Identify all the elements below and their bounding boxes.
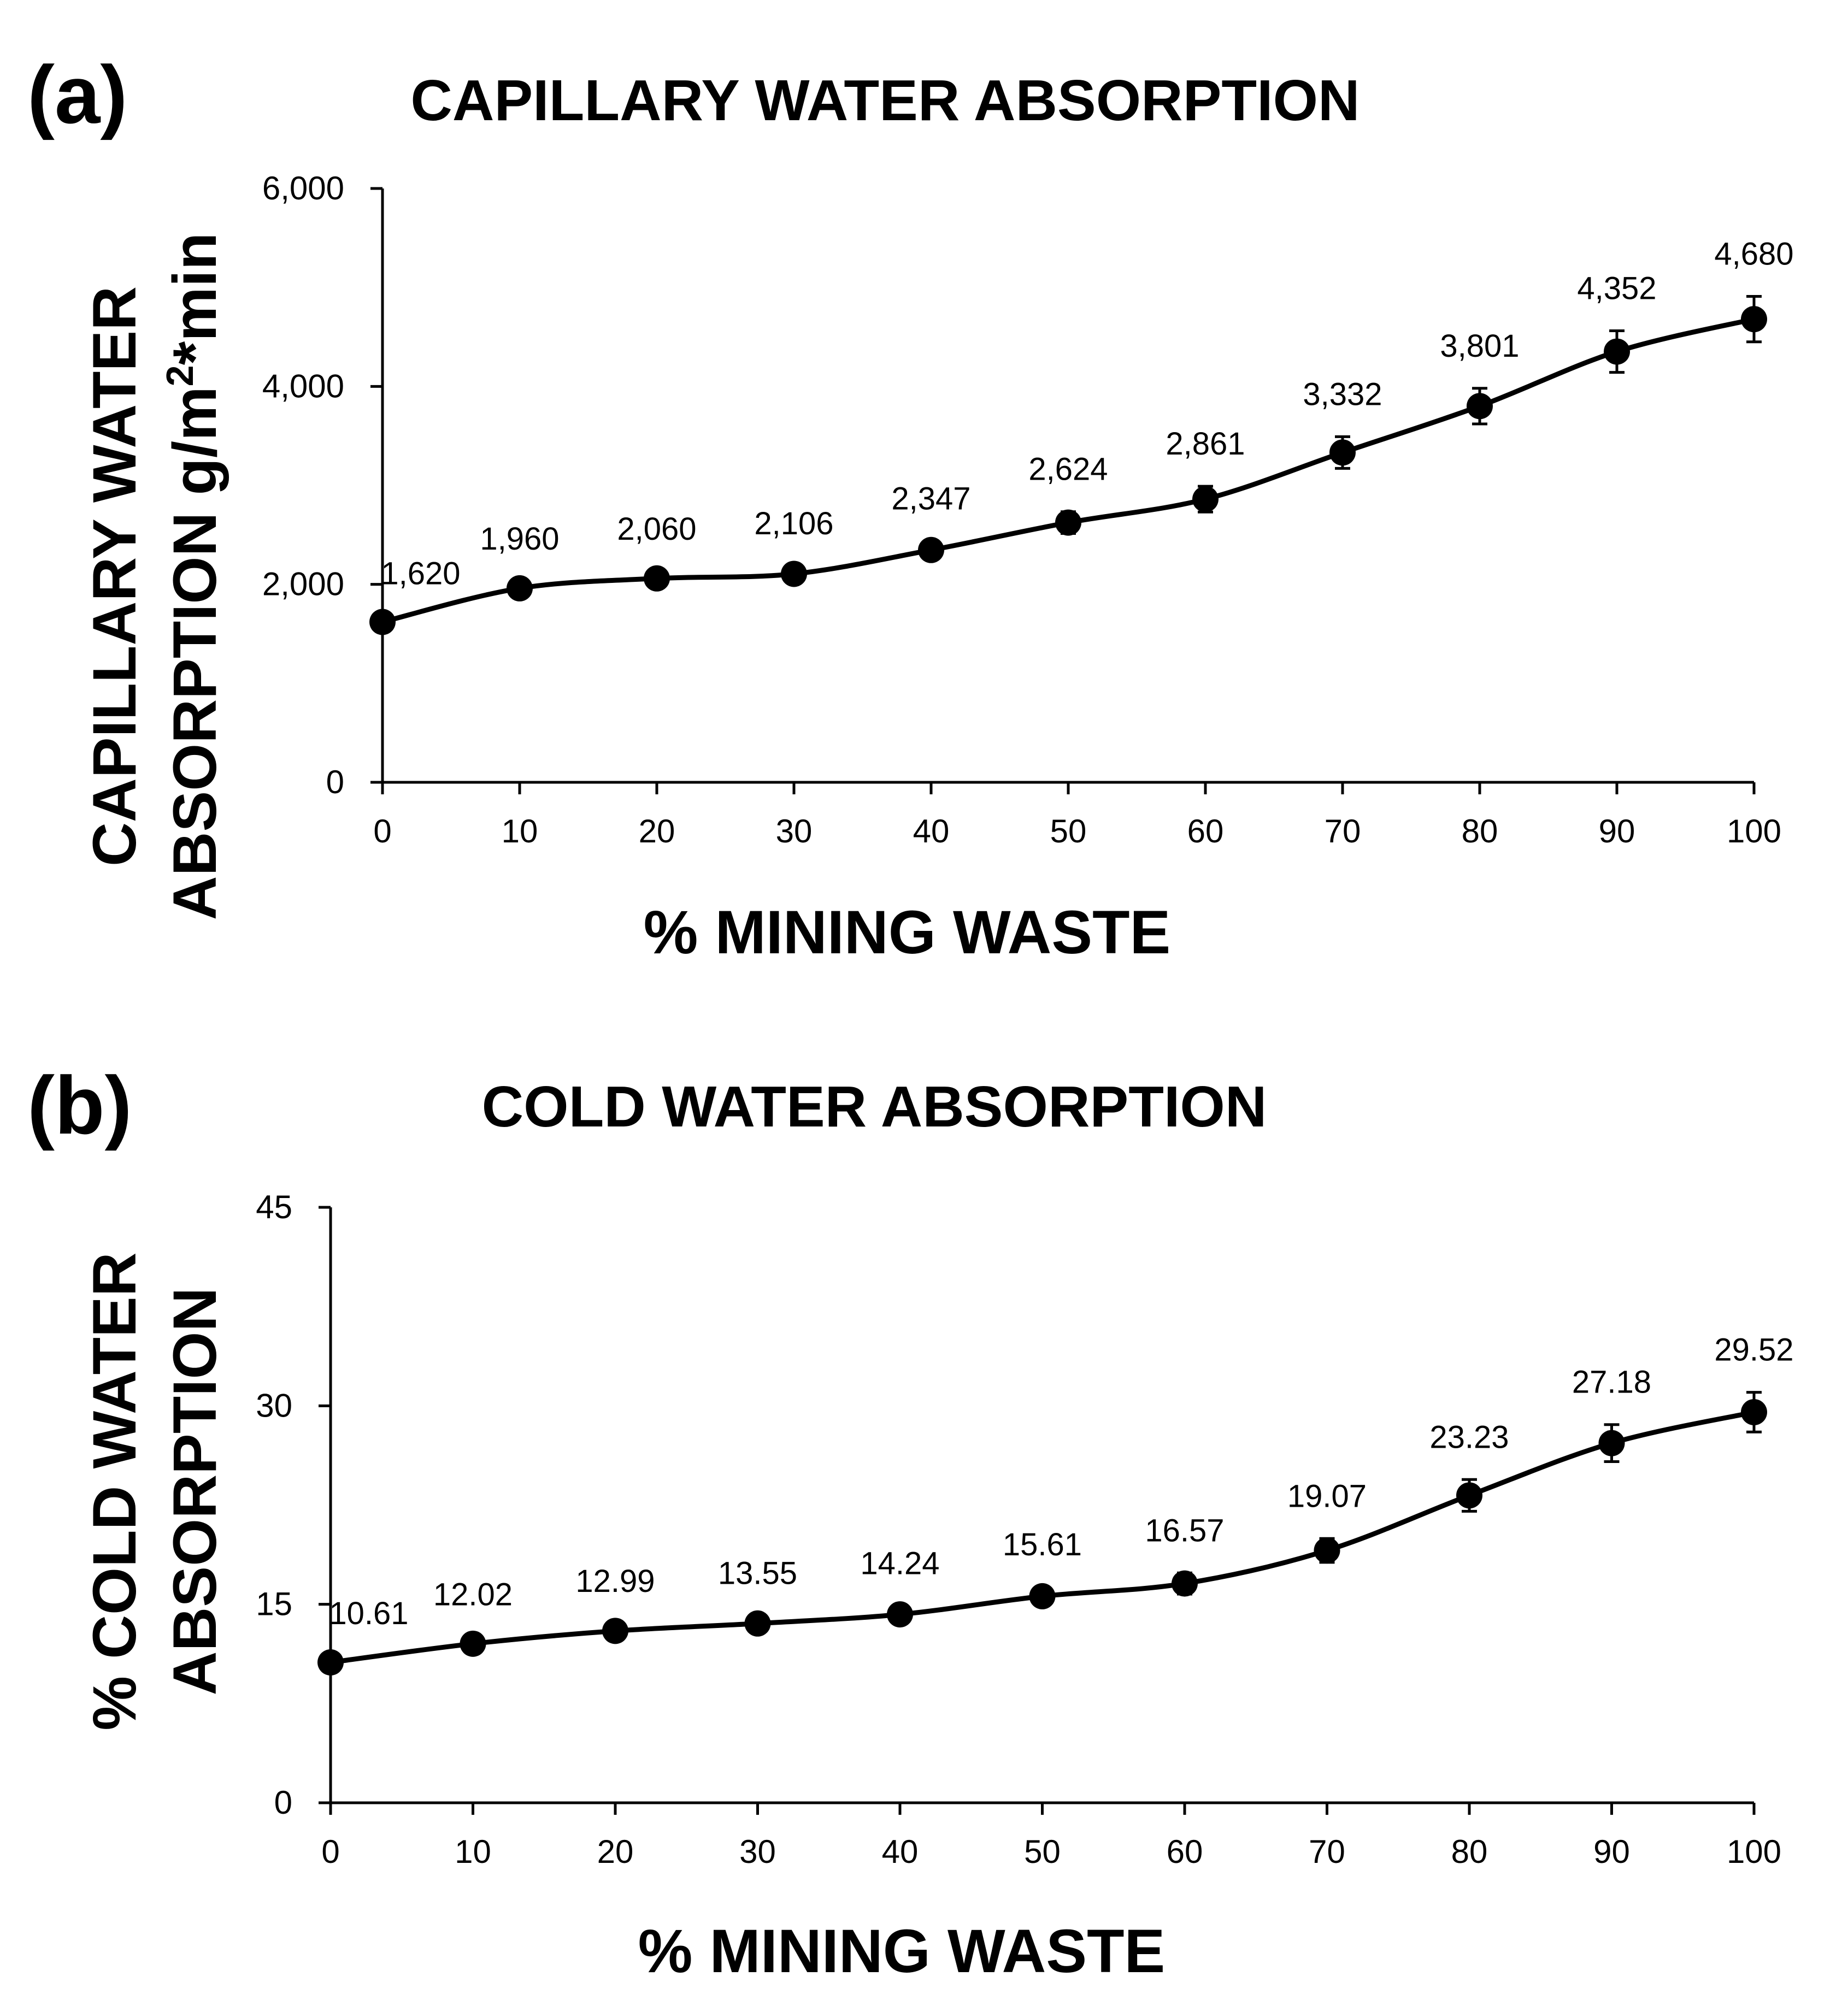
ticks-group-a: 0 2,000 4,000 6,000 0 10 20 30 40 50 60 70 80 90 100 xyxy=(262,170,1781,849)
x-tick-label-a-7: 70 xyxy=(1325,813,1361,849)
data-label-b-10: 29.52 xyxy=(1714,1332,1793,1368)
x-tick-label-b-6: 60 xyxy=(1167,1833,1203,1870)
x-tick-label-a-2: 20 xyxy=(639,813,675,849)
y-tick-label-b-2: 30 xyxy=(256,1387,292,1424)
data-point-b-0 xyxy=(317,1649,344,1676)
x-tick-label-b-3: 30 xyxy=(739,1833,776,1870)
x-tick-label-b-5: 50 xyxy=(1024,1833,1061,1870)
x-axis-title-b: % MINING WASTE xyxy=(638,1917,1165,1985)
data-label-b-4: 14.24 xyxy=(860,1545,939,1581)
data-label-a-9: 4,352 xyxy=(1577,271,1656,306)
y-tick-label-a-3: 6,000 xyxy=(262,170,344,207)
data-point-b-1 xyxy=(460,1630,486,1657)
data-point-b-8 xyxy=(1456,1482,1482,1509)
y-tick-label-a-1: 2,000 xyxy=(262,566,344,603)
y-tick-label-a-2: 4,000 xyxy=(262,368,344,404)
data-label-a-8: 3,801 xyxy=(1440,328,1519,364)
y-axis-title-tail-a: *min xyxy=(161,233,229,365)
y-axis-title-line2-b: ABSORPTION xyxy=(161,1288,229,1696)
x-tick-label-a-5: 50 xyxy=(1050,813,1087,849)
data-label-a-4: 2,347 xyxy=(891,481,970,516)
data-label-a-5: 2,624 xyxy=(1028,452,1108,487)
data-point-b-4 xyxy=(887,1601,913,1628)
x-tick-label-b-1: 10 xyxy=(455,1833,491,1870)
chart-title-a: CAPILLARY WATER ABSORPTION xyxy=(410,68,1359,133)
panel-label-a: (a) xyxy=(27,49,127,140)
data-point-b-9 xyxy=(1598,1430,1625,1456)
data-point-b-10 xyxy=(1741,1399,1767,1425)
y-axis-title-line2-a: ABSORPTION g/m2*min xyxy=(158,233,229,921)
data-label-b-2: 12.99 xyxy=(575,1564,655,1599)
data-point-b-5 xyxy=(1029,1583,1056,1609)
data-point-a-10 xyxy=(1741,306,1767,333)
data-label-a-10: 4,680 xyxy=(1714,236,1793,272)
data-point-a-8 xyxy=(1467,393,1493,420)
series-group-a: 1,620 1,960 2,060 2,106 2,347 2,624 2,861 3,332… xyxy=(369,236,1794,635)
data-label-a-3: 2,106 xyxy=(754,506,833,541)
x-tick-label-a-8: 80 xyxy=(1462,813,1498,849)
x-tick-label-a-3: 30 xyxy=(776,813,813,849)
x-tick-label-a-6: 60 xyxy=(1187,813,1224,849)
y-tick-label-a-0: 0 xyxy=(326,764,344,800)
y-axis-title-line1-a: CAPILLARY WATER xyxy=(80,286,149,866)
data-label-a-7: 3,332 xyxy=(1303,376,1382,412)
x-axis-title-a: % MINING WASTE xyxy=(644,898,1170,966)
data-point-a-0 xyxy=(369,609,396,635)
chart-title-b: COLD WATER ABSORPTION xyxy=(482,1075,1267,1139)
data-point-a-7 xyxy=(1329,439,1356,466)
data-label-b-8: 23.23 xyxy=(1429,1419,1509,1455)
data-point-b-3 xyxy=(744,1610,771,1637)
data-point-b-7 xyxy=(1314,1537,1340,1564)
data-point-b-2 xyxy=(602,1618,628,1644)
data-label-a-6: 2,861 xyxy=(1166,426,1245,462)
data-label-b-9: 27.18 xyxy=(1572,1365,1651,1400)
data-point-a-6 xyxy=(1192,486,1219,512)
y-axis-title-main-a: ABSORPTION g/m xyxy=(161,386,229,920)
x-tick-label-b-10: 100 xyxy=(1727,1833,1781,1870)
x-tick-label-b-2: 20 xyxy=(597,1833,634,1870)
x-tick-label-a-1: 10 xyxy=(502,813,538,849)
y-tick-label-b-3: 45 xyxy=(256,1189,292,1225)
data-label-b-5: 15.61 xyxy=(1003,1527,1082,1562)
x-tick-label-a-10: 100 xyxy=(1727,813,1781,849)
x-tick-label-b-9: 90 xyxy=(1593,1833,1630,1870)
data-point-a-2 xyxy=(644,565,670,592)
data-label-a-1: 1,960 xyxy=(480,521,559,557)
data-point-a-9 xyxy=(1604,338,1630,365)
x-tick-label-a-9: 90 xyxy=(1599,813,1635,849)
y-tick-label-b-0: 0 xyxy=(274,1784,292,1821)
data-label-b-7: 19.07 xyxy=(1287,1478,1367,1514)
x-tick-label-b-7: 70 xyxy=(1309,1833,1345,1870)
x-tick-label-b-8: 80 xyxy=(1451,1833,1488,1870)
x-tick-label-a-0: 0 xyxy=(373,813,391,849)
data-point-a-4 xyxy=(918,536,944,563)
x-tick-label-a-4: 40 xyxy=(913,813,950,849)
ticks-group-b: 0 15 30 45 0 10 20 30 40 50 60 70 80 90 100 xyxy=(256,1189,1781,1870)
data-point-a-3 xyxy=(781,561,807,587)
data-point-a-1 xyxy=(507,575,533,601)
data-point-b-6 xyxy=(1172,1570,1198,1597)
data-label-a-0: 1,620 xyxy=(381,556,460,592)
chart-capillary-water-absorption: (a) CAPILLARY WATER ABSORPTION CAPILLARY… xyxy=(27,49,1794,966)
y-axis-title-sup-a: 2 xyxy=(158,365,201,386)
data-label-b-0: 10.61 xyxy=(329,1596,408,1631)
data-label-a-2: 2,060 xyxy=(617,511,696,547)
y-tick-label-b-1: 15 xyxy=(256,1586,292,1623)
series-group-b: 10.61 12.02 12.99 13.55 14.24 15.61 16.57 19.07… xyxy=(317,1332,1794,1676)
y-axis-title-line1-b: % COLD WATER xyxy=(80,1252,149,1730)
chart-cold-water-absorption: (b) COLD WATER ABSORPTION % COLD WATER A… xyxy=(27,1059,1794,1985)
x-tick-label-b-0: 0 xyxy=(321,1833,339,1870)
x-tick-label-b-4: 40 xyxy=(882,1833,919,1870)
data-label-b-3: 13.55 xyxy=(718,1555,797,1591)
data-label-b-6: 16.57 xyxy=(1145,1513,1224,1548)
y-axis-title-main-b: ABSORPTION xyxy=(161,1288,229,1696)
panel-label-b: (b) xyxy=(27,1059,132,1151)
data-point-a-5 xyxy=(1055,509,1081,536)
data-label-b-1: 12.02 xyxy=(433,1577,513,1613)
